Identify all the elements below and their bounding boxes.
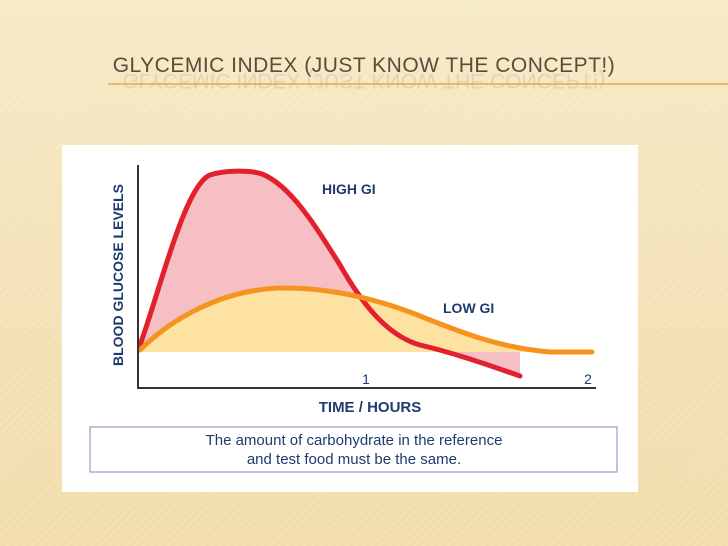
curve-label: HIGH GI bbox=[322, 181, 376, 197]
y-axis-label: BLOOD GLUCOSE LEVELS bbox=[110, 184, 126, 366]
x-axis-label: TIME / HOURS bbox=[319, 399, 422, 416]
caption-line: and test food must be the same. bbox=[247, 451, 461, 468]
high-gi-curve bbox=[137, 168, 523, 379]
caption-line: The amount of carbohydrate in the refere… bbox=[206, 432, 503, 449]
slide-title: GLYCEMIC INDEX (JUST KNOW THE CONCEPT!) bbox=[113, 54, 616, 77]
title-reflection: GLYCEMIC INDEX (JUST KNOW THE CONCEPT!) bbox=[122, 69, 605, 92]
x-tick-label: 1 bbox=[362, 371, 370, 387]
caption-box bbox=[89, 426, 618, 473]
x-tick-label: 2 bbox=[584, 371, 592, 387]
low-gi-area bbox=[140, 287, 592, 352]
low-gi-curve bbox=[137, 285, 595, 355]
curve-label: LOW GI bbox=[443, 300, 494, 316]
